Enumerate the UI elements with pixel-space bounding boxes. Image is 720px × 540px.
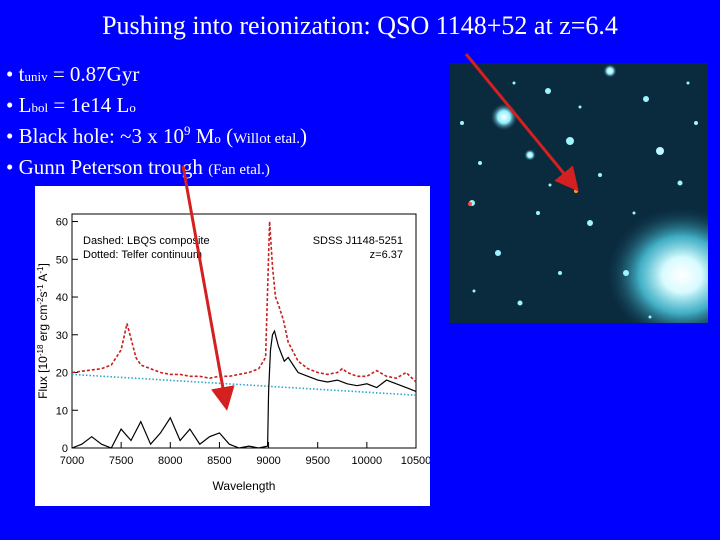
x-tick-label-6: 10000	[352, 455, 383, 467]
quasar-marker	[574, 189, 578, 193]
bullet-superscript: 9	[183, 123, 191, 138]
bullet-text: = 1e14 L	[48, 93, 130, 117]
y-label-part: s	[36, 291, 50, 297]
bullet-text: M	[190, 124, 215, 148]
x-tick-label-4: 9000	[256, 455, 280, 467]
bullet-subscript: o	[214, 131, 221, 146]
bullet-text: L	[18, 93, 32, 117]
sky-field-graphic	[450, 63, 708, 323]
y-tick-label-3: 30	[56, 330, 68, 342]
bullet-age: • tuniv = 0.87Gyr	[6, 60, 307, 91]
spectrum-chart: 7000 7500 8000 8500 9000 9500 10000 10500 0 10 20 3…	[35, 186, 432, 506]
bullet-marker: •	[6, 93, 14, 117]
y-label-part: A	[36, 274, 50, 285]
y-label-exponent: -1	[36, 284, 45, 292]
bullet-text: Black hole: ~3 x 10	[18, 124, 184, 148]
bullet-subscript: univ	[24, 69, 48, 84]
bullet-marker: •	[6, 155, 14, 179]
bullet-marker: •	[6, 62, 14, 86]
spectrum-chart-svg: 7000 7500 8000 8500 9000 9500 10000 10500 0 10 20 3…	[36, 213, 432, 493]
bullet-marker: •	[6, 124, 14, 148]
y-label-exponent: -18	[36, 344, 45, 356]
y-label-part: erg cm	[36, 305, 50, 345]
bullet-citation: (Fan etal.)	[208, 162, 270, 178]
redshift-label: z=6.37	[370, 249, 403, 261]
bullet-text: )	[300, 124, 308, 148]
x-tick-label-2: 8000	[158, 455, 182, 467]
y-label-exponent: -2	[36, 297, 45, 305]
y-tick-label-4: 40	[56, 292, 68, 304]
y-tick-label-6: 60	[56, 217, 68, 229]
bullet-subscript: o	[129, 100, 136, 115]
y-label-part: ]	[36, 263, 50, 266]
series-layer	[71, 221, 417, 449]
legend-line-2: Dotted: Telfer continuum	[83, 249, 202, 261]
series-dashed-line	[71, 221, 417, 383]
bullet-text: = 0.87Gyr	[47, 62, 140, 86]
bullet-text: Gunn Peterson trough	[18, 155, 209, 179]
plot-frame	[71, 213, 417, 449]
x-axis-label: Wavelength	[213, 479, 276, 493]
sky-image	[450, 63, 708, 323]
y-label-part: Flux [10	[36, 356, 50, 399]
x-tick-label-5: 9500	[305, 455, 329, 467]
bullet-black-hole: • Black hole: ~3 x 109 Mo (Willot etal.)	[6, 122, 307, 153]
x-tick-label-0: 7000	[60, 455, 84, 467]
bullet-subscript: bol	[31, 100, 49, 115]
bullet-gunn-peterson: • Gunn Peterson trough (Fan etal.)	[6, 153, 307, 184]
bullet-luminosity: • Lbol = 1e14 Lo	[6, 91, 307, 122]
bullet-list: • tuniv = 0.87Gyr • Lbol = 1e14 Lo • Bla…	[6, 60, 307, 184]
bullet-text: (	[220, 124, 234, 148]
series-dotted-line	[71, 373, 417, 396]
object-label: SDSS J1148-5251	[313, 235, 403, 247]
y-tick-label-2: 20	[56, 368, 68, 380]
tick-labels: 7000 7500 8000 8500 9000 9500 10000 10500 0 10 20 3…	[56, 217, 432, 467]
bullet-citation: Willot etal.	[233, 131, 301, 147]
y-tick-label-5: 50	[56, 254, 68, 266]
y-tick-label-1: 10	[56, 405, 68, 417]
x-tick-label-7: 10500	[401, 455, 430, 467]
y-label-exponent: -1	[36, 266, 45, 274]
y-axis-label: Flux [10-18 erg cm-2s-1 A-1]	[36, 263, 50, 399]
series-solid-line	[71, 329, 417, 449]
x-tick-label-3: 8500	[207, 455, 231, 467]
legend-line-1: Dashed: LBQS composite	[83, 235, 210, 247]
y-tick-label-0: 0	[62, 443, 68, 455]
bullet-text: t	[18, 62, 25, 86]
x-tick-label-1: 7500	[109, 455, 133, 467]
slide-title: Pushing into reionization: QSO 1148+52 a…	[102, 11, 618, 40]
axis-ticks	[71, 221, 417, 449]
